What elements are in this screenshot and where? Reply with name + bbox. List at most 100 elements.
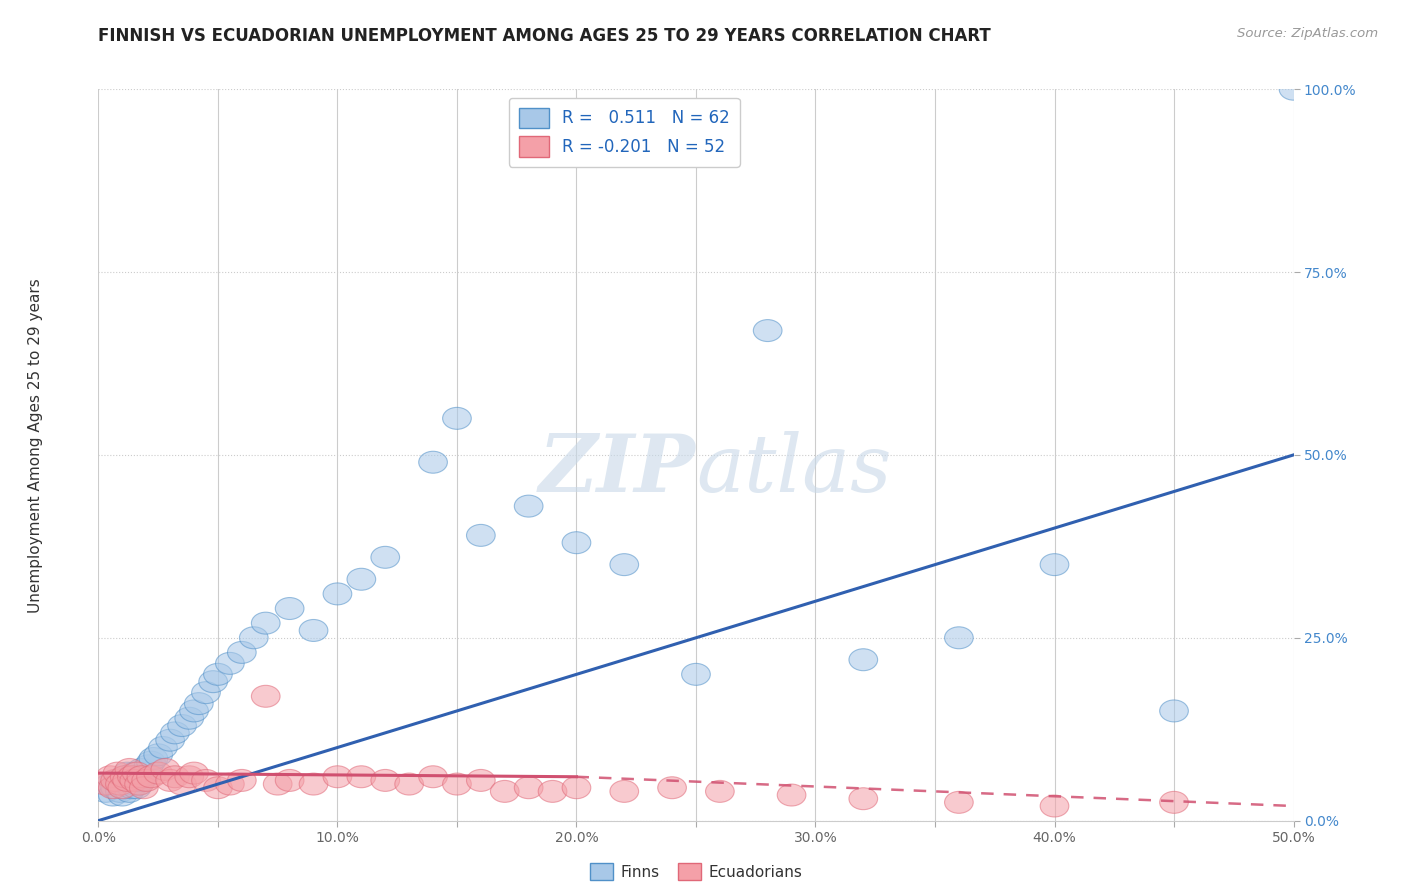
Ellipse shape: [125, 765, 153, 788]
Ellipse shape: [515, 495, 543, 517]
Ellipse shape: [239, 627, 269, 648]
Ellipse shape: [467, 770, 495, 791]
Ellipse shape: [538, 780, 567, 803]
Ellipse shape: [276, 598, 304, 620]
Ellipse shape: [108, 777, 136, 798]
Ellipse shape: [204, 777, 232, 798]
Ellipse shape: [443, 773, 471, 795]
Ellipse shape: [160, 765, 190, 788]
Ellipse shape: [129, 777, 157, 798]
Ellipse shape: [276, 770, 304, 791]
Ellipse shape: [515, 777, 543, 798]
Ellipse shape: [149, 737, 177, 758]
Ellipse shape: [562, 777, 591, 798]
Ellipse shape: [706, 780, 734, 803]
Ellipse shape: [112, 762, 142, 784]
Ellipse shape: [1040, 554, 1069, 575]
Ellipse shape: [754, 319, 782, 342]
Ellipse shape: [491, 780, 519, 803]
Ellipse shape: [96, 765, 125, 788]
Ellipse shape: [139, 747, 167, 770]
Ellipse shape: [467, 524, 495, 546]
Ellipse shape: [115, 770, 143, 791]
Ellipse shape: [228, 770, 256, 791]
Ellipse shape: [118, 777, 146, 798]
Ellipse shape: [228, 641, 256, 664]
Ellipse shape: [198, 671, 228, 692]
Ellipse shape: [371, 770, 399, 791]
Ellipse shape: [204, 664, 232, 685]
Ellipse shape: [610, 554, 638, 575]
Ellipse shape: [122, 762, 150, 784]
Text: FINNISH VS ECUADORIAN UNEMPLOYMENT AMONG AGES 25 TO 29 YEARS CORRELATION CHART: FINNISH VS ECUADORIAN UNEMPLOYMENT AMONG…: [98, 27, 991, 45]
Ellipse shape: [849, 648, 877, 671]
Ellipse shape: [156, 770, 184, 791]
Ellipse shape: [160, 722, 190, 744]
Ellipse shape: [127, 758, 156, 780]
Ellipse shape: [125, 773, 153, 795]
Ellipse shape: [252, 612, 280, 634]
Ellipse shape: [129, 765, 157, 788]
Ellipse shape: [132, 770, 160, 791]
Ellipse shape: [945, 791, 973, 814]
Ellipse shape: [395, 773, 423, 795]
Ellipse shape: [347, 765, 375, 788]
Ellipse shape: [118, 765, 146, 788]
Ellipse shape: [112, 773, 142, 795]
Ellipse shape: [156, 730, 184, 751]
Ellipse shape: [191, 681, 221, 704]
Ellipse shape: [419, 765, 447, 788]
Ellipse shape: [150, 758, 180, 780]
Ellipse shape: [778, 784, 806, 806]
Ellipse shape: [105, 780, 135, 803]
Ellipse shape: [371, 546, 399, 568]
Ellipse shape: [191, 770, 221, 791]
Text: ZIP: ZIP: [538, 431, 696, 508]
Text: Source: ZipAtlas.com: Source: ZipAtlas.com: [1237, 27, 1378, 40]
Ellipse shape: [174, 707, 204, 730]
Ellipse shape: [120, 770, 149, 791]
Ellipse shape: [1279, 78, 1308, 100]
Ellipse shape: [180, 700, 208, 722]
Ellipse shape: [562, 532, 591, 554]
Ellipse shape: [252, 685, 280, 707]
Ellipse shape: [174, 765, 204, 788]
Ellipse shape: [136, 751, 166, 773]
Ellipse shape: [115, 758, 143, 780]
Ellipse shape: [101, 770, 129, 791]
Ellipse shape: [91, 773, 120, 795]
Ellipse shape: [120, 773, 149, 795]
Ellipse shape: [111, 765, 139, 788]
Ellipse shape: [120, 762, 149, 784]
Ellipse shape: [111, 765, 139, 788]
Ellipse shape: [122, 777, 150, 798]
Ellipse shape: [96, 773, 125, 795]
Ellipse shape: [101, 777, 129, 798]
Ellipse shape: [118, 765, 146, 788]
Text: Unemployment Among Ages 25 to 29 years: Unemployment Among Ages 25 to 29 years: [28, 278, 42, 614]
Ellipse shape: [112, 770, 142, 791]
Legend: Finns, Ecuadorians: Finns, Ecuadorians: [583, 857, 808, 886]
Ellipse shape: [127, 765, 156, 788]
Ellipse shape: [299, 619, 328, 641]
Ellipse shape: [1160, 700, 1188, 722]
Ellipse shape: [419, 451, 447, 474]
Ellipse shape: [347, 568, 375, 591]
Ellipse shape: [215, 652, 245, 674]
Text: atlas: atlas: [696, 431, 891, 508]
Ellipse shape: [323, 583, 352, 605]
Ellipse shape: [125, 773, 153, 795]
Ellipse shape: [108, 784, 136, 806]
Ellipse shape: [103, 762, 132, 784]
Ellipse shape: [610, 780, 638, 803]
Ellipse shape: [682, 664, 710, 685]
Ellipse shape: [443, 408, 471, 429]
Ellipse shape: [263, 773, 292, 795]
Ellipse shape: [184, 692, 214, 714]
Ellipse shape: [105, 773, 135, 795]
Ellipse shape: [91, 780, 120, 803]
Ellipse shape: [215, 773, 245, 795]
Ellipse shape: [323, 765, 352, 788]
Ellipse shape: [945, 627, 973, 648]
Ellipse shape: [136, 765, 166, 788]
